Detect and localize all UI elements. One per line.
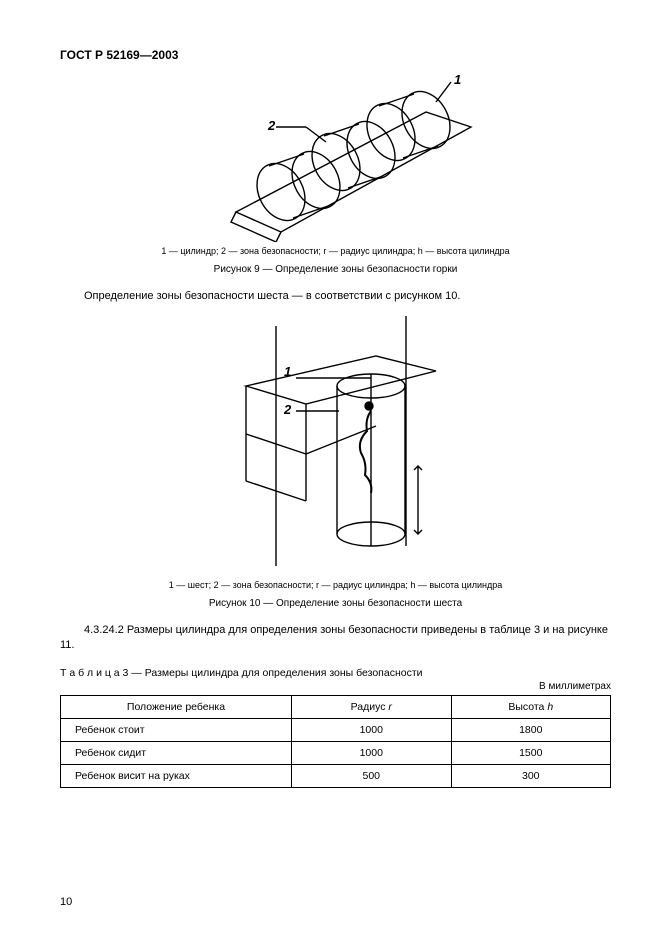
paragraph-2: 4.3.24.2 Размеры цилиндра для определени… [60,623,611,653]
table-cell: Ребенок стоит [61,718,292,741]
figure-9-legend: 1 — цилиндр; 2 — зона безопасности; r — … [60,246,611,256]
table-col-1: Положение ребенка [61,695,292,718]
table-caption-prefix: Т а б л и ц а [60,667,120,679]
table-cell: 1800 [451,718,611,741]
table-cell: Ребенок висит на руках [61,764,292,787]
figure-10-svg: 1 2 [206,316,466,576]
table-row: Ребенок висит на руках 500 300 [61,764,611,787]
table-3: Положение ребенка Радиус r Высота h Ребе… [60,695,611,788]
table-cell: 1000 [292,718,452,741]
table-row: Ребенок стоит 1000 1800 [61,718,611,741]
table-col-2: Радиус r [292,695,452,718]
page: ГОСТ Р 52169—2003 [0,0,661,936]
figure-9-caption: Рисунок 9 — Определение зоны безопасност… [60,264,611,275]
figure-9-svg: 1 2 [176,72,496,242]
table-col-3: Высота h [451,695,611,718]
table-caption: Т а б л и ц а 3 — Размеры цилиндра для о… [60,667,611,679]
figure-10-caption: Рисунок 10 — Определение зоны безопаснос… [60,598,611,609]
figure-10-legend: 1 — шест; 2 — зона безопасности; r — рад… [60,580,611,590]
figure-10-label-1: 1 [284,364,291,379]
table-cell: 1000 [292,741,452,764]
figure-9-label-1: 1 [454,72,461,87]
paragraph-1: Определение зоны безопасности шеста — в … [60,289,611,304]
table-row: Ребенок сидит 1000 1500 [61,741,611,764]
document-header: ГОСТ Р 52169—2003 [60,48,611,62]
table-units: В миллиметрах [60,681,611,692]
table-caption-rest: 3 — Размеры цилиндра для определения зон… [120,667,423,679]
table-cell: Ребенок сидит [61,741,292,764]
figure-9-label-2: 2 [267,118,276,133]
figure-10-label-2: 2 [283,402,292,417]
table-cell: 300 [451,764,611,787]
table-header-row: Положение ребенка Радиус r Высота h [61,695,611,718]
figure-10: 1 2 1 — шест; 2 — зона безопасности; r —… [60,316,611,609]
table-cell: 1500 [451,741,611,764]
table-cell: 500 [292,764,452,787]
page-number: 10 [60,896,72,908]
figure-9: 1 2 1 — цилиндр; 2 — зона безопасности; … [60,72,611,275]
